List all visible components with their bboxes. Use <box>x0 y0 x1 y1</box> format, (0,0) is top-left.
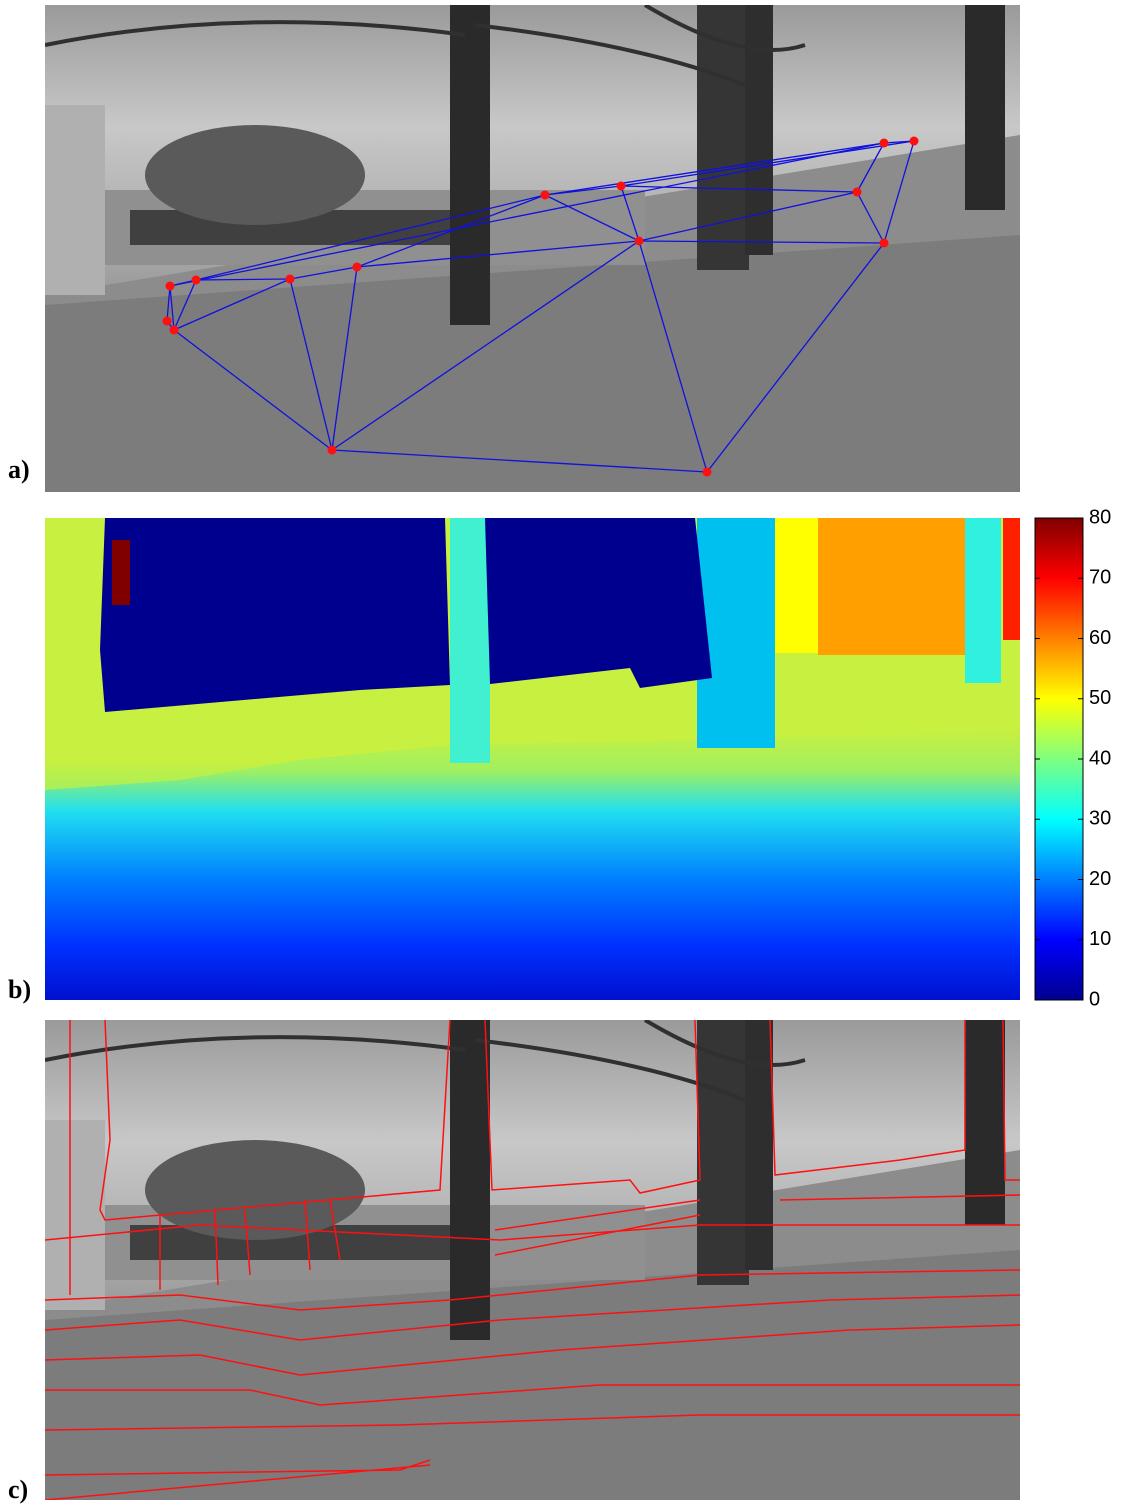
tick-label: 60 <box>1089 627 1111 649</box>
point <box>853 188 862 197</box>
tick-label: 0 <box>1089 988 1100 1010</box>
point <box>163 317 172 326</box>
tick-label: 50 <box>1089 687 1111 709</box>
panel-label: c) <box>8 1475 28 1504</box>
photo-c <box>45 1020 1020 1506</box>
tick-label: 80 <box>1089 506 1111 528</box>
point <box>880 239 889 248</box>
point <box>166 282 175 291</box>
point <box>286 275 295 284</box>
tick-label: 70 <box>1089 567 1111 589</box>
photo-a <box>45 5 1020 492</box>
point <box>703 468 712 477</box>
point <box>617 182 626 191</box>
point <box>541 191 550 200</box>
point <box>635 237 644 246</box>
tick-label: 40 <box>1089 747 1111 769</box>
panel-label: b) <box>8 975 31 1004</box>
tick-label: 20 <box>1089 868 1111 890</box>
tick-label: 30 <box>1089 808 1111 830</box>
figure: a) 0 10 20 30 40 50 60 70 80 b) <box>0 0 1124 1506</box>
colorbar <box>1035 518 1083 1000</box>
point <box>170 326 179 335</box>
point <box>192 276 201 285</box>
point <box>910 137 919 146</box>
point <box>880 139 889 148</box>
point <box>353 263 362 272</box>
tick-label: 10 <box>1089 928 1111 950</box>
disparity-map <box>45 518 1020 1000</box>
panel-label: a) <box>8 455 30 484</box>
point <box>328 446 337 455</box>
